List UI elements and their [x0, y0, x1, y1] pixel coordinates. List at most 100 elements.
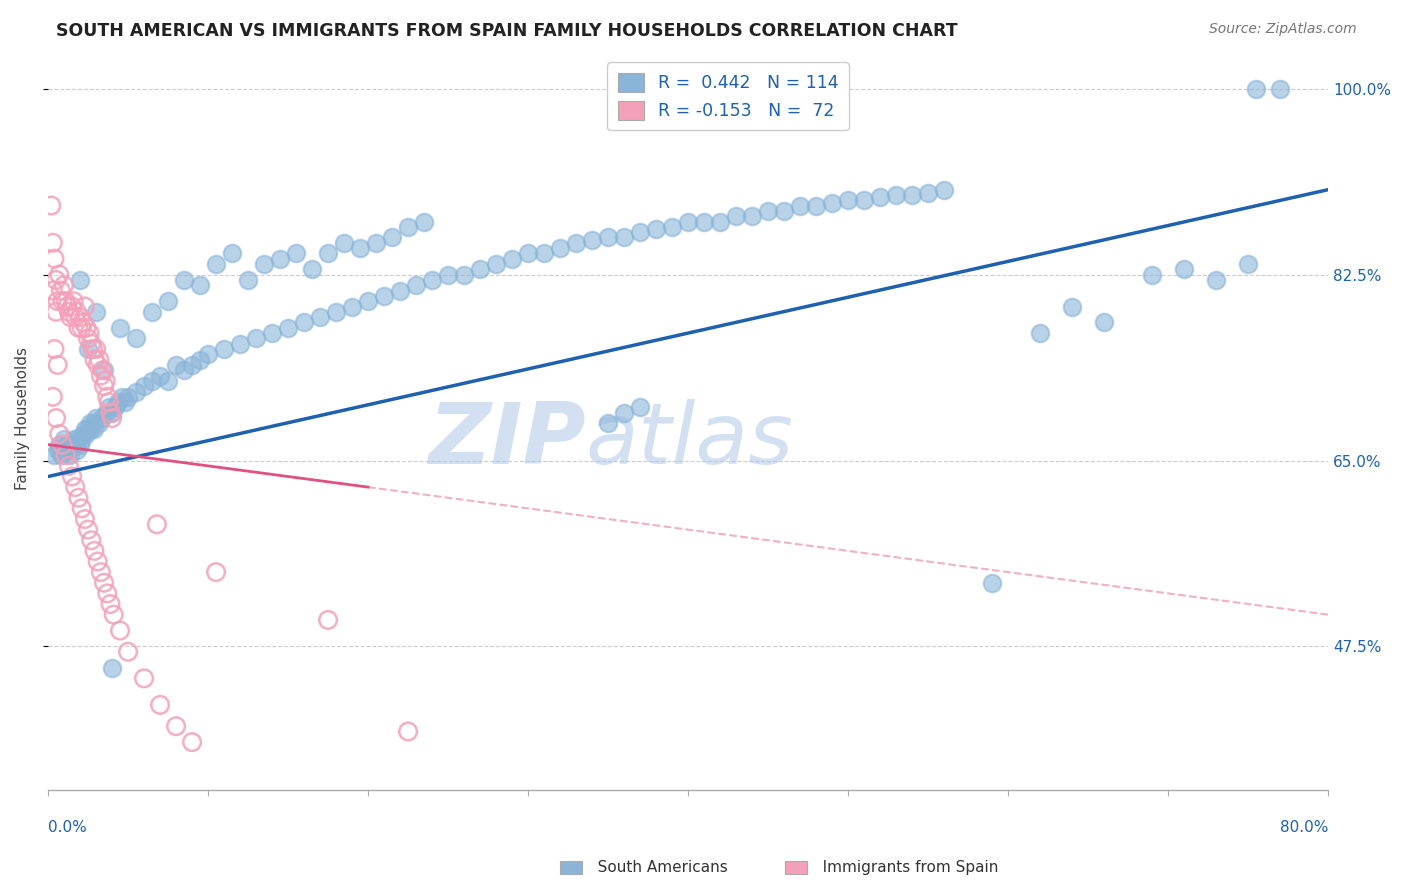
Point: [1237, 257, 1260, 271]
Point: [125, 331, 148, 345]
Point: [501, 252, 523, 266]
Point: [51, 437, 73, 451]
Point: [628, 225, 651, 239]
Point: [55, 442, 77, 457]
Text: 80.0%: 80.0%: [1279, 820, 1329, 835]
Point: [693, 214, 716, 228]
Point: [181, 735, 204, 749]
Point: [1268, 81, 1291, 95]
Point: [42, 235, 65, 250]
Point: [79, 326, 101, 340]
Point: [205, 257, 228, 271]
Point: [364, 235, 387, 250]
Point: [100, 597, 122, 611]
Point: [59, 448, 82, 462]
Point: [157, 294, 180, 309]
Point: [173, 363, 195, 377]
Point: [333, 235, 356, 250]
Point: [453, 268, 475, 282]
Point: [89, 417, 111, 431]
Point: [69, 310, 91, 325]
Point: [301, 262, 323, 277]
Point: [42, 284, 65, 298]
Point: [53, 278, 76, 293]
Point: [84, 342, 107, 356]
Point: [396, 724, 419, 739]
Point: [741, 209, 763, 223]
Point: [108, 320, 131, 334]
Point: [628, 401, 651, 415]
Point: [485, 257, 508, 271]
Point: [340, 300, 363, 314]
Point: [79, 417, 101, 431]
Point: [83, 422, 105, 436]
Point: [596, 230, 619, 244]
Point: [77, 342, 100, 356]
Point: [69, 273, 91, 287]
Point: [46, 358, 69, 372]
Point: [65, 437, 87, 451]
Point: [46, 442, 69, 457]
Point: [82, 417, 104, 431]
Point: [1062, 300, 1084, 314]
Point: [277, 320, 299, 334]
Point: [981, 575, 1004, 590]
Point: [349, 241, 371, 255]
Point: [709, 214, 731, 228]
Point: [117, 390, 139, 404]
Point: [188, 278, 211, 293]
Point: [96, 586, 118, 600]
Point: [58, 442, 80, 457]
Point: [853, 194, 876, 208]
Point: [111, 390, 134, 404]
Point: [84, 411, 107, 425]
Point: [58, 305, 80, 319]
Point: [77, 331, 100, 345]
Point: [212, 342, 235, 356]
Point: [58, 458, 80, 473]
Point: [44, 252, 66, 266]
Y-axis label: Family Households: Family Households: [15, 347, 30, 490]
Point: [114, 395, 136, 409]
Point: [357, 294, 380, 309]
Text: Immigrants from Spain: Immigrants from Spain: [808, 860, 998, 874]
Point: [104, 401, 127, 415]
Text: atlas: atlas: [586, 399, 794, 482]
Point: [132, 379, 155, 393]
Point: [80, 422, 103, 436]
Point: [91, 363, 114, 377]
Point: [101, 661, 124, 675]
Point: [48, 427, 70, 442]
Point: [676, 214, 699, 228]
Point: [117, 645, 139, 659]
Point: [316, 246, 339, 260]
Point: [62, 294, 84, 309]
Point: [141, 374, 163, 388]
Point: [221, 246, 243, 260]
Point: [389, 284, 412, 298]
Point: [173, 273, 195, 287]
Point: [107, 395, 129, 409]
Point: [548, 241, 571, 255]
Point: [381, 230, 404, 244]
Point: [94, 374, 117, 388]
Point: [1244, 81, 1267, 95]
Text: 0.0%: 0.0%: [48, 820, 87, 835]
Point: [84, 305, 107, 319]
Point: [188, 352, 211, 367]
Point: [66, 442, 89, 457]
Point: [1092, 315, 1115, 329]
Point: [645, 222, 668, 236]
Point: [42, 390, 65, 404]
Point: [468, 262, 491, 277]
Point: [53, 433, 76, 447]
Point: [70, 501, 93, 516]
Point: [65, 480, 87, 494]
Point: [789, 198, 811, 212]
Point: [405, 278, 427, 293]
Point: [373, 289, 395, 303]
Point: [65, 310, 87, 325]
Point: [1205, 273, 1227, 287]
Point: [141, 305, 163, 319]
Point: [1173, 262, 1195, 277]
